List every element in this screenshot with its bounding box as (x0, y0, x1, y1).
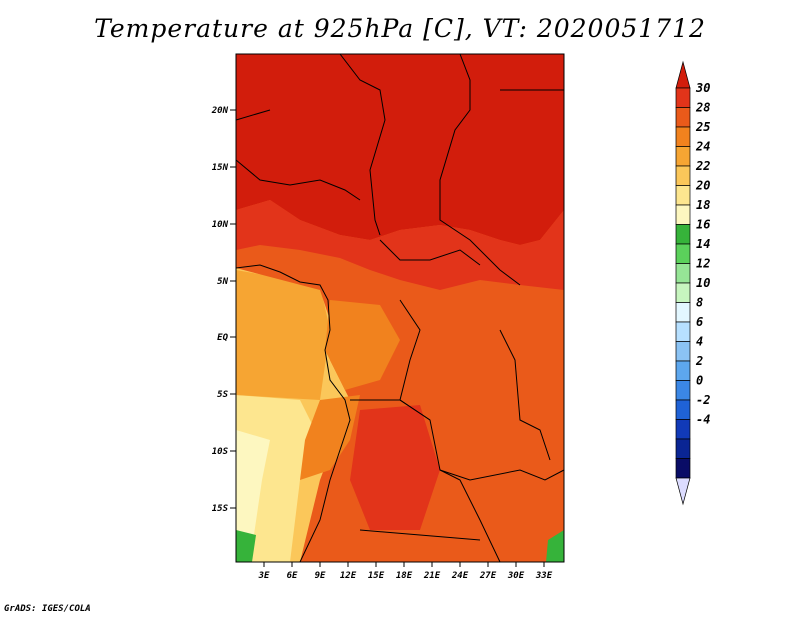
svg-text:6E: 6E (287, 571, 298, 581)
svg-text:12E: 12E (340, 571, 357, 581)
borders (236, 54, 564, 562)
hot-zone-north (236, 54, 564, 245)
highland-west (236, 530, 256, 562)
colorbar-bottom-triangle (675, 477, 691, 506)
svg-text:24E: 24E (451, 571, 469, 581)
colorbar-segment (675, 419, 691, 440)
colorbar-label: 14 (696, 237, 710, 251)
colorbar-segment (675, 185, 691, 206)
colorbar-segment (675, 380, 691, 401)
colorbar-segment (675, 321, 691, 342)
lon-tick-15E: 15E (368, 562, 385, 581)
colorbar-label: -2 (696, 393, 710, 407)
lat-tick-10N: 10N (212, 220, 236, 230)
svg-text:18E: 18E (396, 571, 413, 581)
svg-text:15S: 15S (212, 504, 229, 514)
colorbar-label: 8 (696, 296, 703, 310)
lon-tick-24E: 24E (451, 562, 469, 581)
colorbar-label: 2 (695, 354, 703, 368)
colorbar-segment (675, 224, 691, 245)
hot-zone-sahel (236, 200, 564, 290)
svg-text:10N: 10N (212, 220, 229, 230)
highland-east (546, 530, 564, 562)
colorbar-label: 28 (695, 101, 710, 115)
lat-tick-15S: 15S (212, 504, 236, 514)
cool-zone-gabon (325, 300, 400, 390)
chart-title: Temperature at 925hPa [C], VT: 202005171… (94, 14, 706, 43)
colorbar-segment (675, 360, 691, 381)
colorbar-segment (675, 458, 691, 479)
credit-text: GrADS: IGES/COLA (4, 604, 91, 614)
colorbar-label: 4 (696, 335, 703, 349)
svg-text:20N: 20N (211, 106, 229, 116)
colorbar-label: 12 (696, 257, 710, 271)
map-frame (235, 53, 565, 563)
lon-tick-12E: 12E (340, 562, 357, 581)
colorbar-segment (675, 438, 691, 459)
lat-tick-20N: 20N (211, 106, 236, 116)
colorbar-label: 30 (695, 81, 710, 95)
colorbar-segment (675, 243, 691, 264)
svg-text:5S: 5S (217, 390, 228, 400)
svg-text:27E: 27E (479, 571, 497, 581)
colorbar-label: 24 (695, 140, 710, 154)
colorbar-segment (675, 107, 691, 128)
colorbar-label: 20 (695, 179, 710, 193)
lon-tick-9E: 9E (315, 562, 326, 581)
cool-zone-angola (300, 395, 360, 480)
colorbar-label: 22 (695, 159, 710, 173)
colorbar-segment (675, 204, 691, 225)
svg-text:3E: 3E (258, 571, 270, 581)
hot-zone-south (350, 405, 440, 530)
svg-text:5N: 5N (217, 277, 228, 287)
colorbar-segment (675, 126, 691, 147)
colorbar-label: 16 (696, 218, 710, 232)
lat-tick-5S: 5S (217, 390, 236, 400)
svg-text:EQ: EQ (217, 333, 228, 343)
svg-text:15E: 15E (368, 571, 385, 581)
lon-tick-27E: 27E (479, 562, 497, 581)
colorbar-label: 0 (696, 374, 703, 388)
ocean-coolest-zone (236, 430, 270, 562)
svg-text:15N: 15N (212, 163, 229, 173)
colorbar-segment (675, 399, 691, 420)
colorbar-segment (675, 341, 691, 362)
longitude-axis: 3E 6E 9E 12E 15E 18E 21E 24E 27E 30E 33E (258, 562, 553, 581)
colorbar-segment (675, 146, 691, 167)
colorbar-label: 25 (695, 120, 710, 134)
colorbar-top-triangle (675, 60, 691, 89)
colorbar-segment (675, 282, 691, 303)
svg-text:10S: 10S (212, 447, 229, 457)
lon-tick-3E: 3E (258, 562, 270, 581)
colorbar-segment (675, 165, 691, 186)
colorbar-segment (675, 302, 691, 323)
latitude-axis: 20N 15N 10N 5N EQ 5S 10S 15S (211, 106, 236, 514)
svg-text:9E: 9E (315, 571, 326, 581)
lon-tick-30E: 30E (507, 562, 525, 581)
colorbar-label: 10 (696, 276, 710, 290)
svg-text:30E: 30E (507, 571, 525, 581)
lon-tick-21E: 21E (423, 562, 441, 581)
lat-tick-5N: 5N (217, 277, 236, 287)
svg-text:21E: 21E (423, 571, 441, 581)
ocean-warm-zone (236, 270, 330, 400)
colorbar-segment (675, 263, 691, 284)
lat-tick-EQ: EQ (217, 333, 236, 343)
colorbar-label: 6 (696, 315, 703, 329)
lon-tick-33E: 33E (535, 562, 553, 581)
svg-text:33E: 33E (535, 571, 553, 581)
lat-tick-15N: 15N (212, 163, 236, 173)
lon-tick-18E: 18E (396, 562, 413, 581)
lat-tick-10S: 10S (212, 447, 236, 457)
colorbar-label: -4 (696, 413, 710, 427)
colorbar-label: 18 (696, 198, 710, 212)
map-panel (235, 53, 565, 563)
colorbar-segment (675, 87, 691, 108)
lon-tick-6E: 6E (287, 562, 298, 581)
